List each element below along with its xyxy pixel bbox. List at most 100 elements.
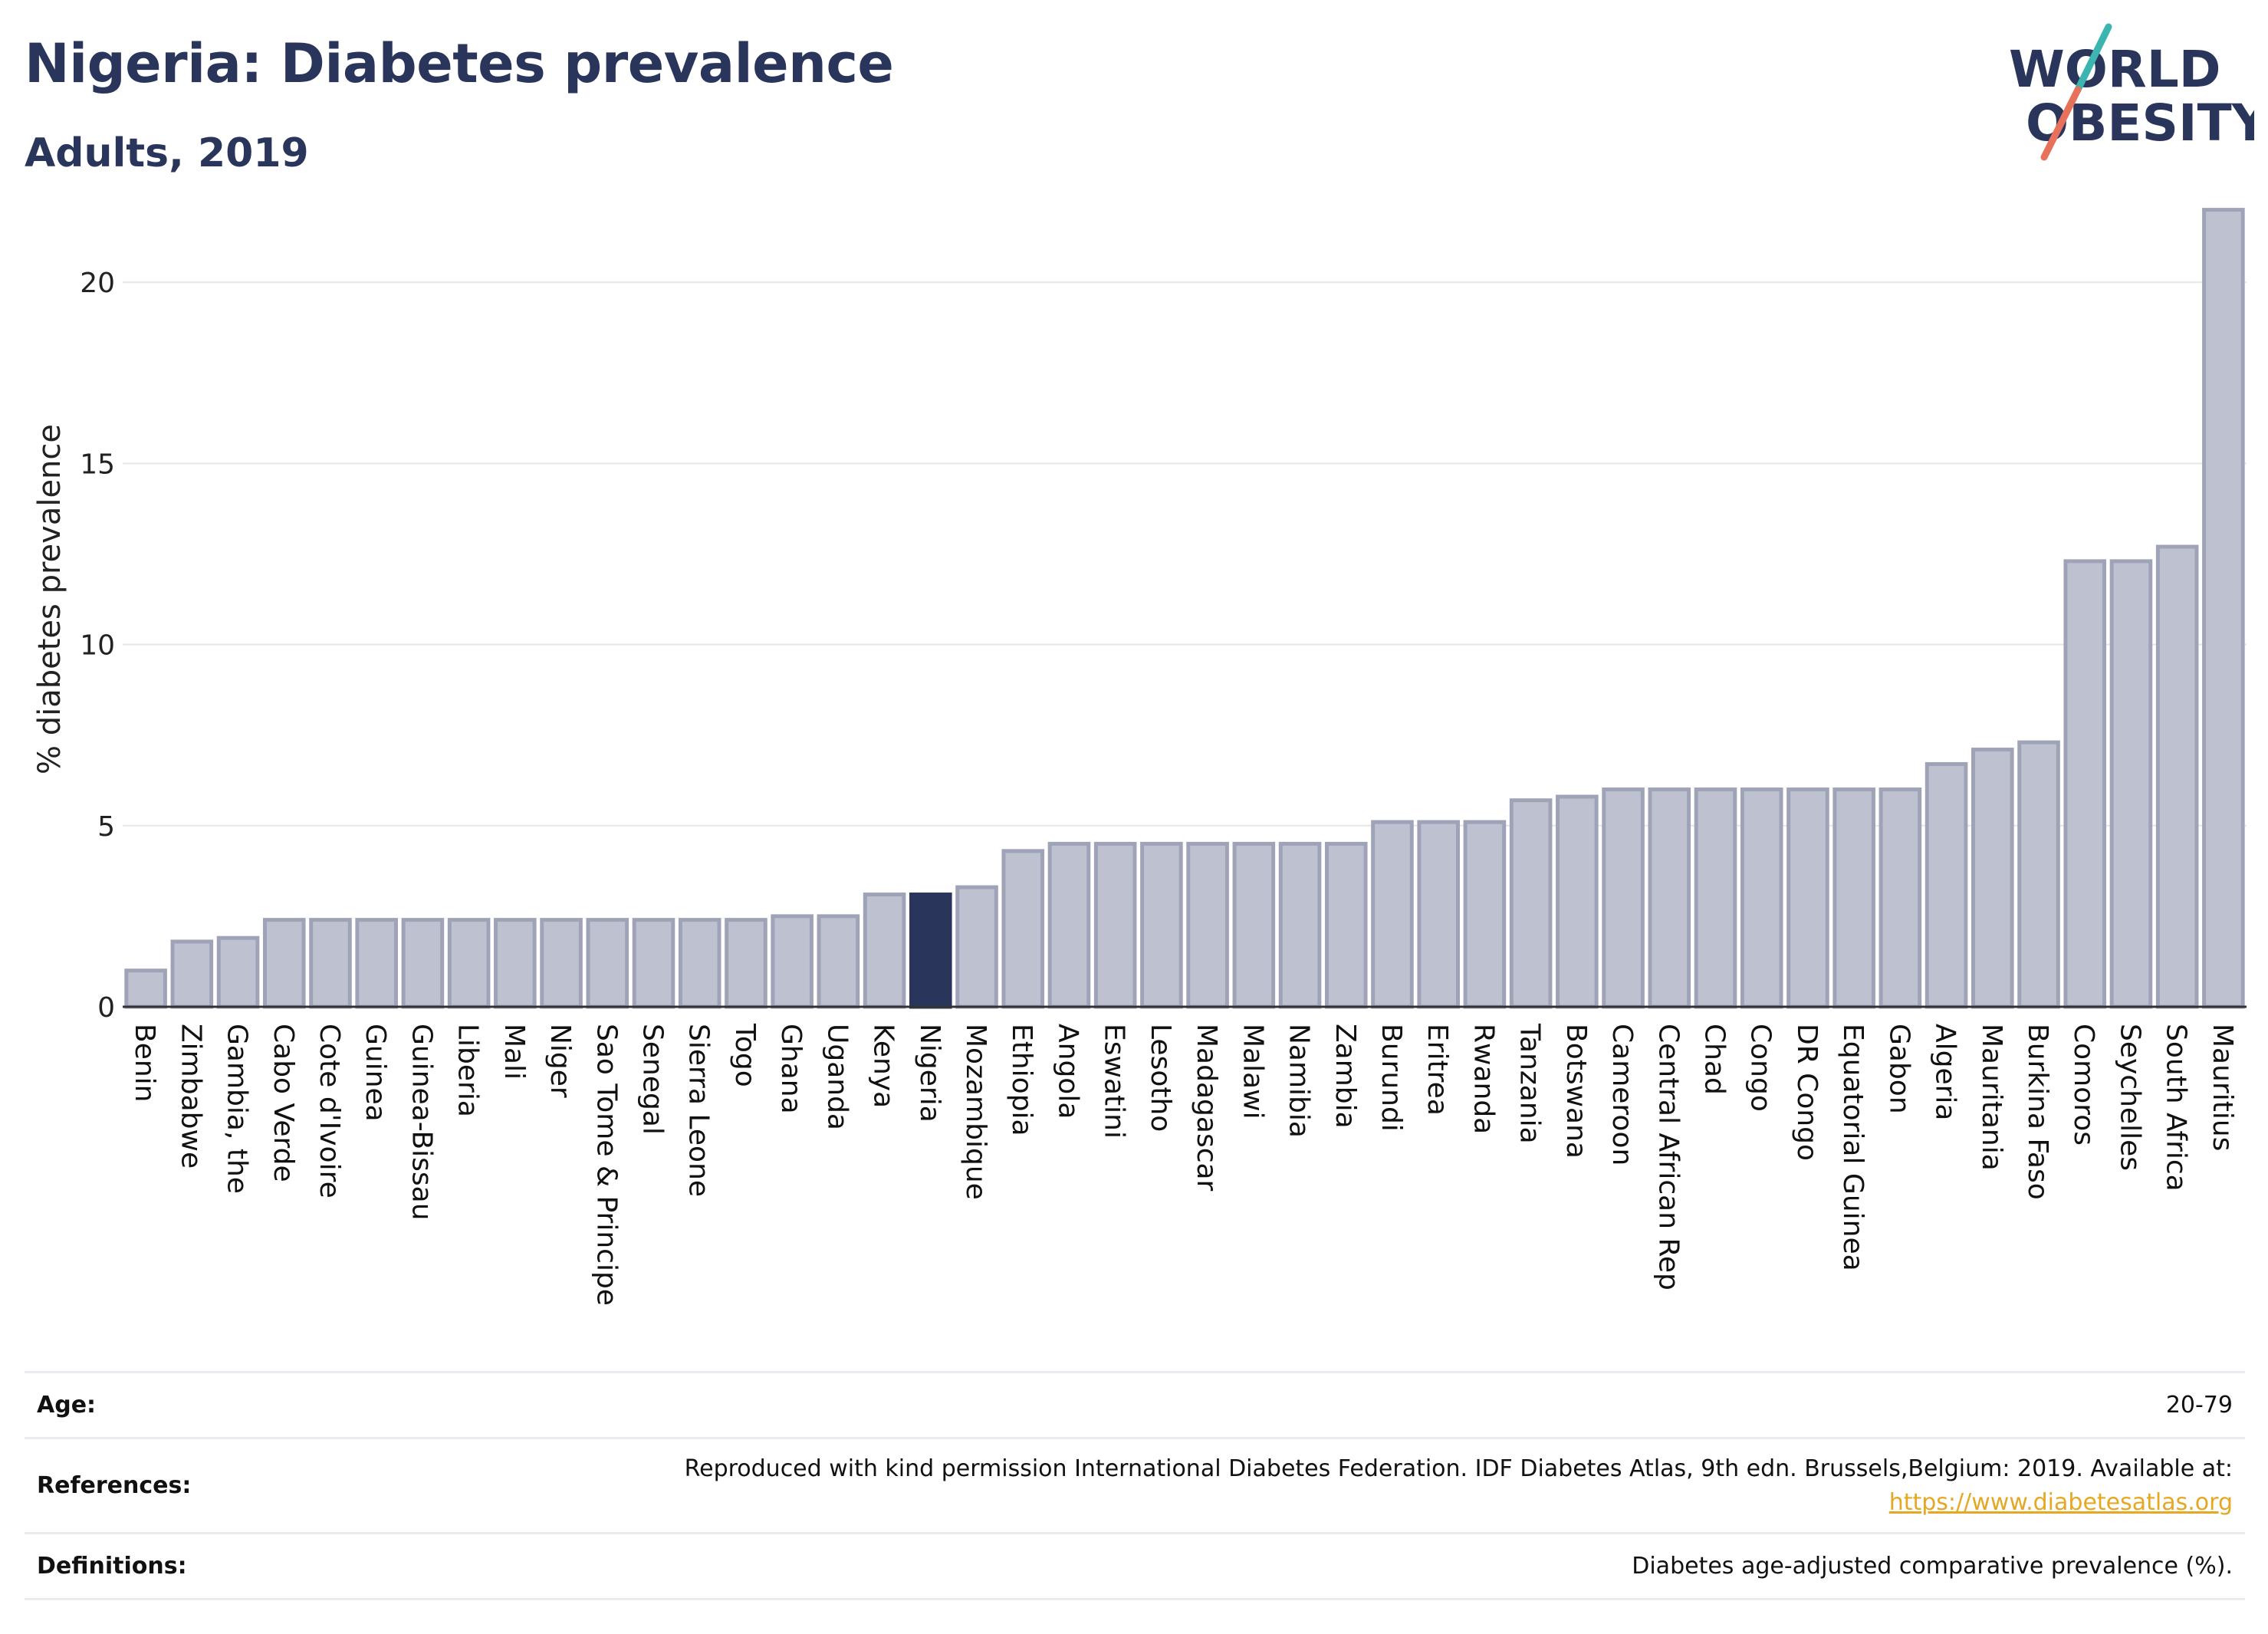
x-tick-label: Sierra Leone <box>683 1024 715 1197</box>
bar <box>1140 841 1183 1009</box>
x-tick-label: Madagascar <box>1191 1024 1222 1192</box>
bar <box>1786 787 1829 1009</box>
x-tick-label: Burkina Faso <box>2022 1024 2053 1200</box>
x-tick-label: Malawi <box>1237 1024 1268 1119</box>
x-tick-label: Eswatini <box>1099 1024 1130 1139</box>
bar <box>1463 820 1507 1009</box>
bar <box>771 914 814 1009</box>
bar <box>1878 787 1922 1009</box>
x-tick-label: Mauritania <box>1976 1024 2007 1171</box>
bar <box>863 893 906 1009</box>
x-tick-label: Gabon <box>1883 1024 1915 1114</box>
x-tick-label: DR Congo <box>1791 1024 1823 1161</box>
x-tick-label: Liberia <box>452 1024 484 1117</box>
x-tick-label: Lesotho <box>1145 1024 1176 1132</box>
bar <box>2202 208 2245 1009</box>
references-link[interactable]: https://www.diabetesatlas.org <box>1888 1488 2233 1516</box>
bar <box>170 939 214 1009</box>
age-value: 20-79 <box>2165 1391 2233 1419</box>
logo-line1: WORLD <box>2009 40 2221 99</box>
references-value: Reproduced with kind permission Internat… <box>356 1438 2245 1534</box>
x-tick-label: Cameroon <box>1606 1024 1638 1165</box>
bar <box>1832 787 1875 1009</box>
world-obesity-logo: WORLD OBESITY <box>2009 23 2254 161</box>
x-tick-label: Zimbabwe <box>175 1024 206 1169</box>
x-tick-label: Cabo Verde <box>268 1024 299 1182</box>
bar <box>1556 794 1599 1009</box>
x-tick-label: Mozambique <box>960 1024 991 1200</box>
age-label: Age: <box>37 1392 97 1419</box>
bar <box>955 885 998 1009</box>
bar <box>1232 841 1276 1009</box>
bar <box>1371 820 1414 1009</box>
x-tick-label: Equatorial Guinea <box>1837 1024 1869 1271</box>
bar <box>540 918 583 1009</box>
chart-title: Nigeria: Diabetes prevalence <box>25 32 894 95</box>
x-tick-label: Burundi <box>1376 1024 1407 1132</box>
logo-red-stroke <box>2040 86 2082 161</box>
bar <box>1694 787 1737 1009</box>
bar <box>1278 841 1322 1009</box>
x-tick-label: Central African Rep <box>1652 1024 1684 1290</box>
bar <box>678 918 721 1009</box>
references-row: References: Reproduced with kind permiss… <box>25 1438 2245 1534</box>
bar <box>124 968 167 1009</box>
y-tick-label: 5 <box>97 811 115 843</box>
bar <box>447 918 491 1009</box>
bar <box>494 918 537 1009</box>
bar <box>1001 849 1045 1009</box>
x-tick-label: South Africa <box>2161 1024 2192 1192</box>
bar <box>401 918 445 1009</box>
x-tick-label: Seychelles <box>2114 1024 2145 1171</box>
x-tick-label: Zambia <box>1330 1024 1361 1129</box>
info-table: Age: 20-79 References: Reproduced with k… <box>25 1371 2245 1600</box>
bar-highlight <box>909 893 952 1009</box>
bar <box>817 914 860 1009</box>
x-tick-label: Kenya <box>868 1024 899 1108</box>
x-tick-label: Tanzania <box>1514 1023 1546 1144</box>
x-tick-label: Eritrea <box>1422 1024 1453 1116</box>
x-tick-label: Senegal <box>637 1024 669 1135</box>
bar <box>2063 559 2107 1009</box>
x-tick-label: Namibia <box>1284 1024 1315 1138</box>
x-tick-label: Guinea-Bissau <box>406 1024 437 1221</box>
bar <box>216 935 260 1009</box>
x-tick-label: Togo <box>729 1023 761 1087</box>
bar <box>1186 841 1229 1009</box>
bar <box>262 918 306 1009</box>
bar <box>309 918 352 1009</box>
bar <box>355 918 398 1009</box>
bar <box>1925 761 1968 1009</box>
y-tick-label: 20 <box>80 268 115 299</box>
bar <box>632 918 675 1009</box>
x-tick-label: Uganda <box>821 1024 853 1130</box>
bar <box>586 918 629 1009</box>
bar <box>2017 740 2060 1009</box>
x-tick-label: Guinea <box>360 1024 391 1122</box>
bar <box>1417 820 1460 1009</box>
x-tick-label: Nigeria <box>914 1024 945 1123</box>
x-tick-label: Gambia, the <box>222 1024 253 1194</box>
y-axis-label: % diabetes prevalence <box>32 424 67 774</box>
references-text: Reproduced with kind permission Internat… <box>684 1455 2233 1482</box>
bar <box>725 918 768 1009</box>
definitions-value: Diabetes age-adjusted comparative preval… <box>1632 1552 2233 1580</box>
x-tick-label: Ethiopia <box>1006 1024 1037 1136</box>
x-tick-label: Benin <box>129 1024 160 1102</box>
x-tick-label: Ghana <box>775 1024 807 1114</box>
y-tick-label: 0 <box>97 992 115 1024</box>
bar <box>1740 787 1783 1009</box>
x-tick-label: Angola <box>1052 1024 1083 1119</box>
x-tick-label: Congo <box>1745 1024 1777 1112</box>
x-tick-label: Rwanda <box>1468 1024 1499 1134</box>
bar <box>1648 787 1691 1009</box>
logo-teal-stroke <box>2074 23 2112 94</box>
x-tick-label: Sao Tome & Principe <box>590 1024 622 1306</box>
bar-chart: 0 5 10 15 20 % diabetes prevalence Benin Zimbab… <box>32 208 2247 1306</box>
bar <box>1093 841 1137 1009</box>
chart-subtitle: Adults, 2019 <box>25 130 309 176</box>
x-tick-label: Niger <box>544 1024 576 1098</box>
bar <box>1602 787 1645 1009</box>
x-tick-label: Mauritius <box>2207 1024 2238 1151</box>
x-tick-label: Mali <box>498 1024 530 1080</box>
